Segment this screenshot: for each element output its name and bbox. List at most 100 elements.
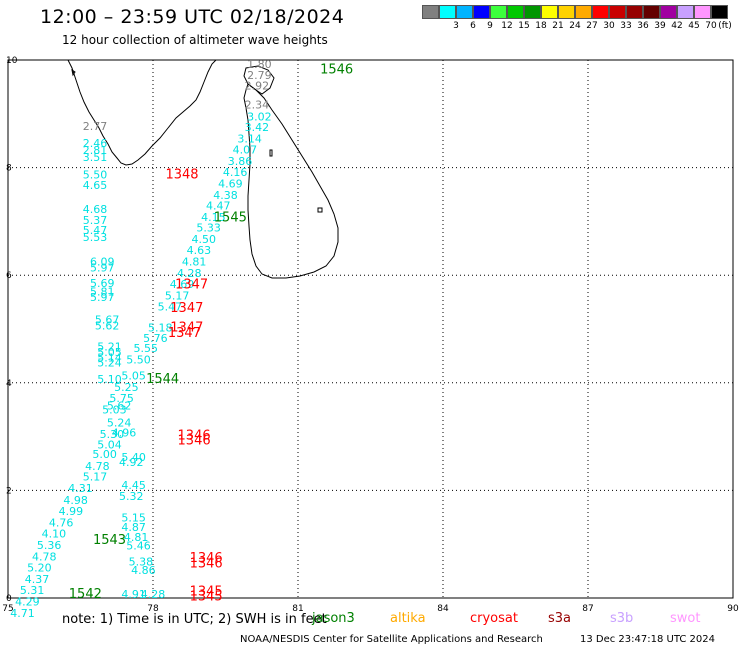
color-swatch [660, 5, 677, 19]
wave-height-label: 5.53 [83, 231, 108, 244]
satellite-legend-item: jason3 [312, 611, 355, 626]
wave-height-label: 5.14 [97, 351, 122, 364]
axis-tick-labels: 75 78 81 84 87 90 0 2 4 6 8 10 [2, 56, 739, 614]
pass-time-label: 1346 [190, 551, 223, 566]
wave-height-label: 4.99 [59, 505, 84, 518]
footer-org: NOAA/NESDIS Center for Satellite Applica… [240, 634, 543, 645]
wave-height-label: 5.81 [90, 286, 115, 299]
island-mark-3 [317, 207, 323, 213]
wave-height-label: 4.16 [223, 166, 248, 179]
wave-height-label: 5.31 [20, 584, 45, 597]
lon-tick-label: 90 [727, 604, 739, 614]
wave-height-label: 5.69 [90, 277, 115, 290]
wave-height-label: 4.98 [63, 494, 88, 507]
lat-tick-label: 6 [6, 271, 12, 281]
wave-height-label: 5.97 [90, 261, 115, 274]
wave-height-label: 4.45 [121, 479, 146, 492]
color-scale-label: 9 [487, 21, 493, 31]
color-swatch [643, 5, 660, 19]
color-swatch [541, 5, 558, 19]
color-swatch [677, 5, 694, 19]
jaffna-coastline [243, 65, 275, 95]
wave-height-label: 4.10 [42, 528, 67, 541]
color-scale-label: 27 [586, 21, 598, 31]
wave-height-label: 2.81 [83, 144, 108, 157]
color-scale-label: 18 [535, 21, 547, 31]
wave-height-label: 5.62 [95, 320, 120, 333]
pass-time-labels: 1546154515441543154213481347134713471347… [69, 62, 353, 604]
wave-height-label: 5.20 [27, 562, 52, 575]
wave-height-label: 4.81 [124, 531, 149, 544]
wave-height-label: 4.86 [131, 564, 156, 577]
wave-height-label: 5.40 [121, 451, 146, 464]
lat-tick-label: 10 [6, 56, 18, 66]
wave-height-label: 4.68 [83, 203, 108, 216]
wave-height-label: 4.96 [112, 427, 137, 440]
satellite-legend-item: altika [390, 611, 426, 626]
color-scale-label: 21 [552, 21, 564, 31]
color-swatch [422, 5, 439, 19]
wave-height-label: 4.71 [10, 607, 35, 620]
pass-time-label: 1542 [69, 587, 102, 602]
color-scale-unit: (ft) [718, 21, 732, 31]
pass-time-label: 1544 [146, 372, 179, 387]
lon-tick-label: 87 [582, 604, 593, 614]
wave-height-label: 5.05 [121, 370, 146, 383]
wave-height-label: 5.17 [83, 471, 108, 484]
wave-height-label: 4.38 [213, 189, 238, 202]
wave-height-label: 5.00 [92, 448, 117, 461]
wave-height-label: 3.51 [83, 151, 108, 164]
wave-height-label: 5.76 [143, 332, 168, 345]
lon-tick-label: 84 [437, 604, 449, 614]
island-mark-2 [269, 149, 273, 157]
color-swatch [558, 5, 575, 19]
wave-height-label: 4.78 [32, 550, 57, 563]
wave-height-label: 2.79 [247, 69, 272, 82]
wave-height-label: 5.36 [37, 539, 62, 552]
pass-time-label: 1347 [175, 278, 208, 293]
satellite-legend-item: s3b [610, 611, 634, 626]
color-swatch [524, 5, 541, 19]
wave-height-label: 4.07 [233, 144, 258, 157]
wave-height-label: 6.09 [90, 256, 115, 269]
wave-height-label: 5.38 [129, 556, 154, 569]
wave-height-label: 5.50 [83, 168, 108, 181]
wave-height-label: 4.81 [182, 256, 207, 269]
color-scale-label: 15 [518, 21, 530, 31]
pass-time-label: 1345 [190, 590, 223, 605]
wave-height-label: 2.46 [83, 137, 108, 150]
color-swatch [711, 5, 728, 19]
color-scale-label: 42 [671, 21, 683, 31]
wave-height-label: 4.63 [187, 244, 212, 257]
pass-time-label: 1345 [190, 584, 223, 599]
wave-height-label: 5.33 [196, 222, 221, 235]
wave-height-label: 3.14 [237, 132, 262, 145]
color-scale-label: 12 [501, 21, 513, 31]
wave-height-label: 4.91 [121, 588, 146, 601]
wave-height-label: 3.42 [245, 121, 270, 134]
wave-height-label: 5.37 [83, 214, 108, 227]
wave-height-label: 2.92 [245, 80, 270, 93]
satellite-legend-item: s3a [548, 611, 572, 626]
color-swatch [626, 5, 643, 19]
wave-height-label: 5.30 [100, 428, 125, 441]
color-scale-label: 36 [637, 21, 649, 31]
footer-generated: 13 Dec 23:47:18 UTC 2024 [580, 634, 715, 645]
color-scale-label: 6 [470, 21, 476, 31]
island-mark-1 [71, 68, 76, 77]
color-swatch [507, 5, 524, 19]
pass-time-label: 1347 [170, 301, 203, 316]
wave-height-label: 4.92 [119, 456, 144, 469]
wave-height-label: 5.25 [114, 381, 139, 394]
lat-tick-label: 4 [6, 379, 12, 389]
lat-tick-label: 0 [6, 594, 12, 604]
pass-time-label: 1346 [178, 434, 211, 449]
color-scale-label: 33 [620, 21, 632, 31]
pass-time-label: 1347 [168, 326, 201, 341]
wave-height-label: 5.32 [119, 490, 144, 503]
wave-height-label: 4.76 [49, 516, 74, 529]
pass-time-label: 1543 [93, 533, 126, 548]
color-swatch [456, 5, 473, 19]
wave-height-label: 5.97 [90, 291, 115, 304]
wave-height-label: 5.15 [121, 512, 146, 525]
